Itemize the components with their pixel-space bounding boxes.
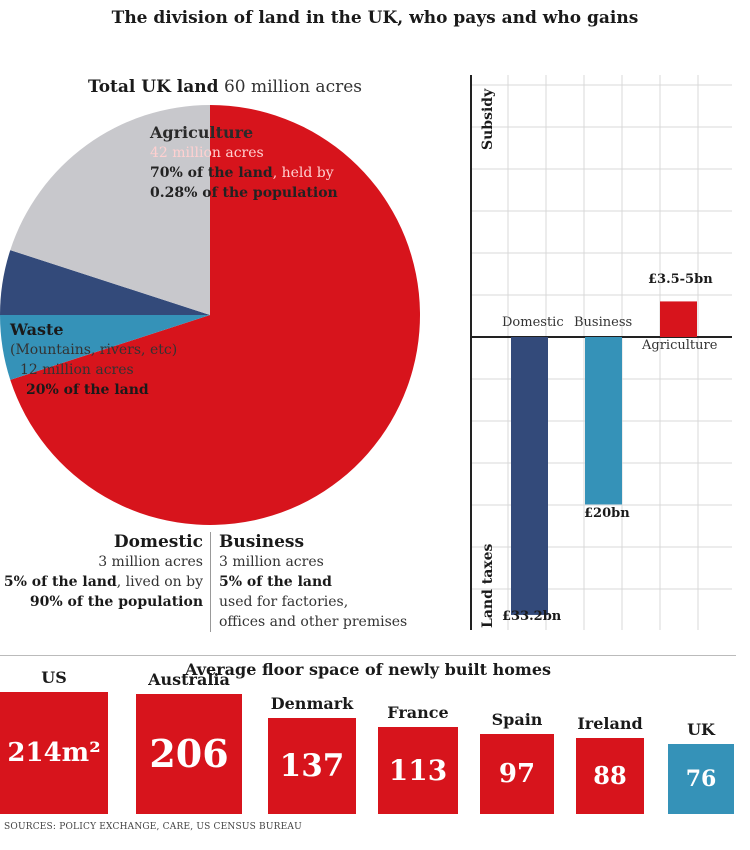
- waste-label-head: Waste: [10, 320, 64, 339]
- pie-title: Total UK land 60 million acres: [88, 77, 362, 97]
- land-pie-chart: [0, 105, 420, 525]
- country-label-spain: Spain: [491, 710, 543, 729]
- agriculture-label-share: 70% of the land: [150, 165, 273, 181]
- business-label: Business 3 million acres 5% of the land …: [219, 532, 407, 632]
- agriculture-label-held: , held by: [272, 165, 334, 181]
- agriculture-label-acres: 42 million acres: [150, 145, 264, 161]
- business-label-use: used for factories,: [219, 594, 349, 610]
- label-divider: [210, 532, 211, 632]
- pie-slice-domestic: [0, 250, 210, 315]
- floorspace-box-spain: 97: [480, 734, 554, 814]
- bar-domestic: [511, 337, 548, 615]
- sources-note: SOURCES: POLICY EXCHANGE, CARE, US CENSU…: [4, 822, 302, 832]
- business-label-share: 5% of the land: [219, 574, 332, 590]
- pie-slice-business: [0, 315, 210, 380]
- floorspace-box-denmark: 137: [268, 718, 356, 814]
- category-label-domestic: Domestic: [502, 315, 564, 330]
- country-label-ireland: Ireland: [577, 714, 643, 733]
- waste-label-examples: (Mountains, rivers, etc): [10, 342, 178, 358]
- business-label-acres: 3 million acres: [219, 554, 324, 570]
- chart-title: The division of land in the UK, who pays…: [111, 8, 639, 28]
- pie-title-value: 60 million acres: [223, 77, 362, 97]
- domestic-label-population: 90% of the population: [29, 594, 203, 610]
- floorspace-box-france: 113: [378, 727, 458, 814]
- floorspace-chart: US 214m² Australia 206 Denmark 137 France 113 Sp…: [0, 668, 740, 820]
- domestic-label-lived: , lived on by: [116, 574, 203, 590]
- agriculture-label: Agriculture 42 million acres 70% of the …: [150, 123, 338, 203]
- waste-label-share: 20% of the land: [26, 382, 149, 398]
- bar-agriculture: [660, 301, 697, 337]
- category-label-agriculture: Agriculture: [642, 338, 718, 353]
- floorspace-box-ireland: 88: [576, 738, 644, 814]
- floorspace-box-us: 214m²: [0, 692, 108, 814]
- section-divider: [0, 655, 736, 656]
- floorspace-title: Average floor space of newly built homes: [184, 660, 552, 679]
- pie-slice-agriculture: [10, 105, 420, 525]
- country-label-us: US: [41, 668, 67, 687]
- value-label-business: £20bn: [584, 506, 630, 521]
- pie-slice-waste: [10, 105, 210, 315]
- bar-business: [585, 337, 622, 505]
- agriculture-label-population: 0.28% of the population: [150, 185, 338, 201]
- domestic-label-head: Domestic: [113, 532, 203, 552]
- country-label-uk: UK: [687, 720, 715, 739]
- domestic-label-share: 5% of the land: [3, 574, 117, 590]
- pie-title-label: Total UK land: [88, 77, 219, 97]
- floorspace-box-uk: 76: [668, 744, 734, 814]
- category-label-business: Business: [574, 315, 633, 330]
- country-label-france: France: [387, 703, 449, 722]
- country-label-denmark: Denmark: [270, 694, 354, 713]
- value-label-agriculture: £3.5-5bn: [648, 272, 713, 287]
- floorspace-box-australia: 206: [136, 694, 242, 814]
- business-label-premises: offices and other premises: [219, 614, 408, 630]
- subsidy-axis-label: Subsidy: [480, 88, 496, 150]
- business-label-head: Business: [219, 532, 305, 552]
- agriculture-label-head: Agriculture: [150, 123, 254, 142]
- value-label-domestic: £33.2bn: [502, 609, 562, 624]
- domestic-label-acres: 3 million acres: [98, 554, 203, 570]
- country-label-australia: Australia: [148, 670, 230, 689]
- domestic-label: Domestic 3 million acres 5% of the land,…: [0, 532, 203, 612]
- subsidy-tax-chart: [470, 75, 732, 630]
- land-taxes-axis-label: Land taxes: [480, 543, 496, 628]
- waste-label: Waste (Mountains, rivers, etc) 12 millio…: [10, 320, 177, 400]
- waste-label-acres: 12 million acres: [20, 362, 134, 378]
